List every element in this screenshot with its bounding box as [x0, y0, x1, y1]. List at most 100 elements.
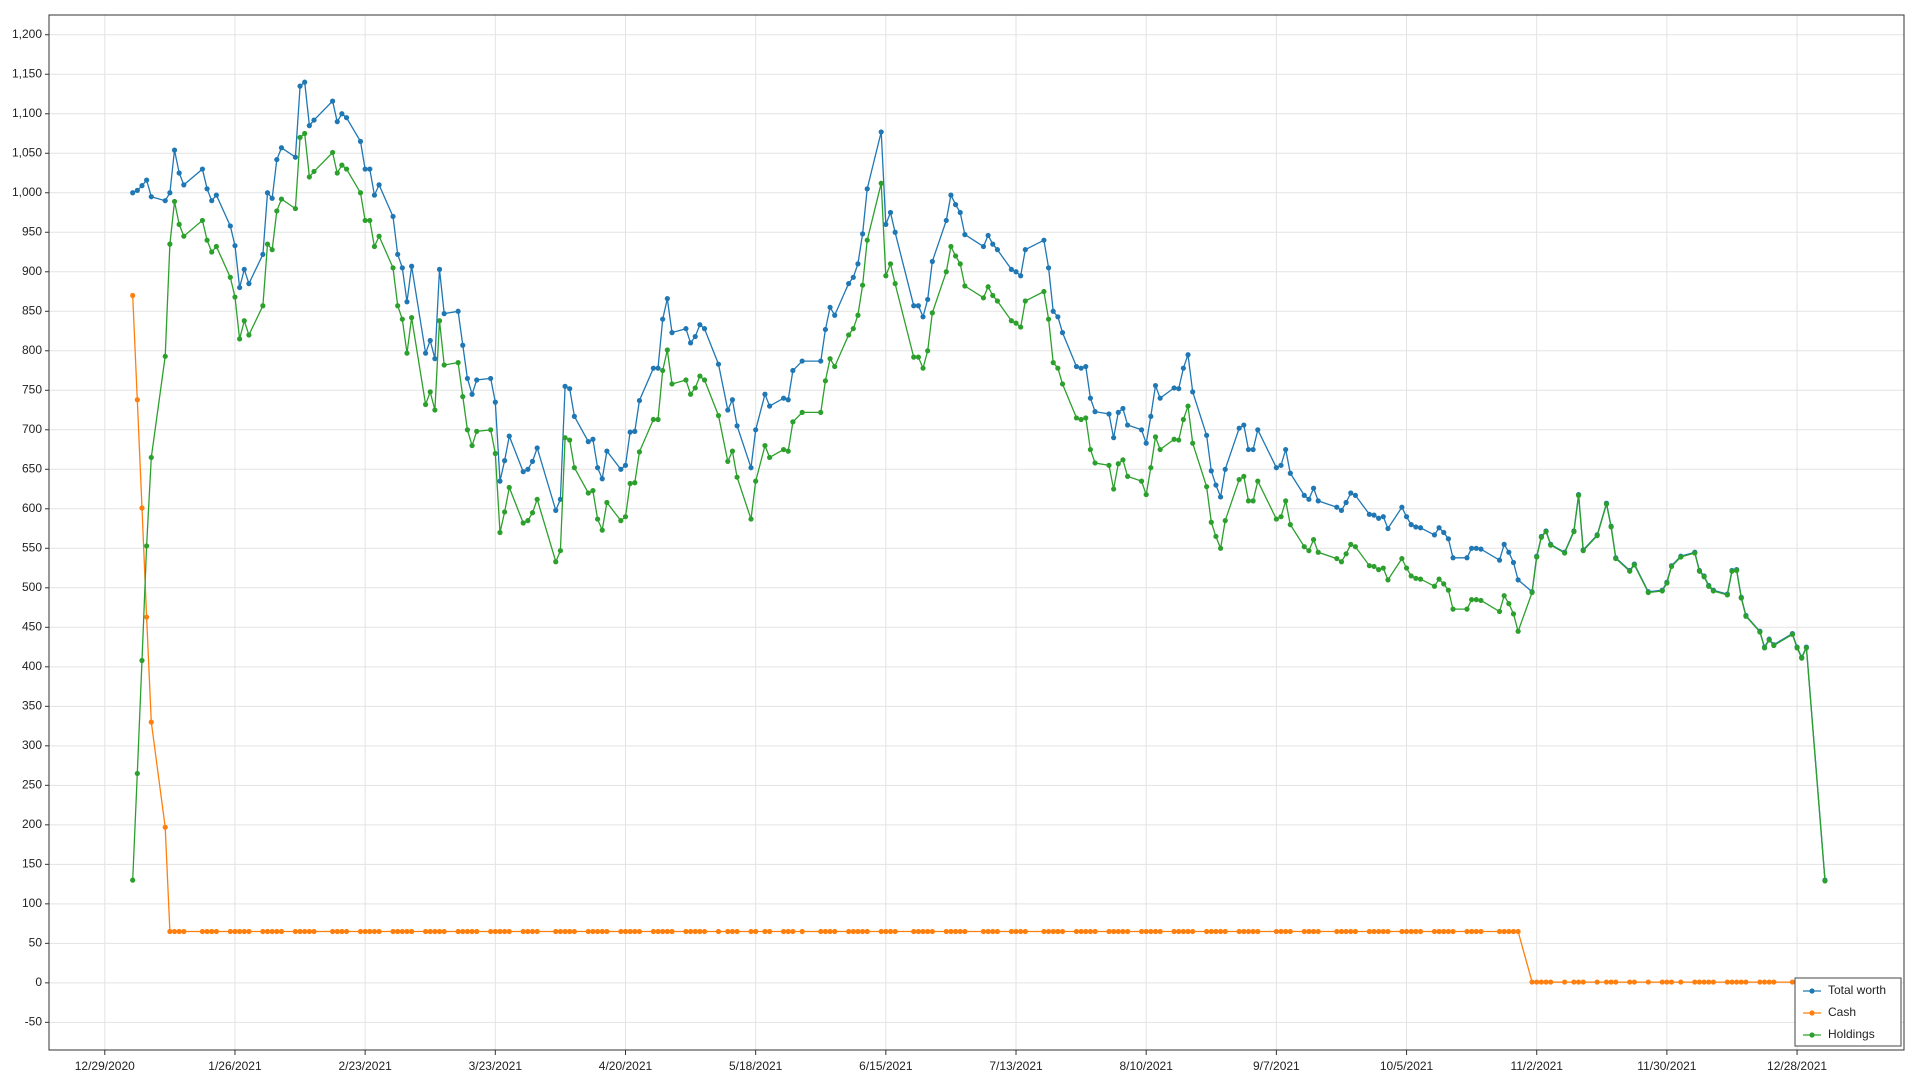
data-point	[1450, 555, 1456, 561]
data-point	[1436, 928, 1442, 935]
data-point	[1562, 979, 1568, 985]
data-point	[1738, 595, 1744, 601]
data-point	[227, 274, 233, 280]
data-point	[1608, 524, 1614, 530]
data-point	[622, 462, 629, 468]
data-point	[525, 518, 531, 524]
data-point	[1185, 403, 1191, 409]
data-point	[729, 397, 736, 403]
data-point	[232, 243, 238, 249]
data-point	[1152, 928, 1159, 935]
data-point	[1138, 478, 1145, 484]
y-tick-label: 1,050	[12, 145, 42, 159]
data-point	[1250, 446, 1256, 453]
data-point	[525, 466, 531, 472]
data-point	[846, 928, 852, 935]
data-point	[1059, 928, 1066, 935]
data-point	[1041, 237, 1047, 243]
data-point	[1306, 928, 1312, 935]
data-point	[1255, 928, 1261, 935]
data-point	[1757, 629, 1763, 635]
data-point	[753, 928, 759, 935]
data-point	[399, 928, 405, 935]
data-point	[1515, 928, 1521, 935]
data-point	[697, 322, 703, 328]
data-point	[687, 340, 694, 346]
data-point	[1506, 601, 1512, 607]
data-point	[460, 928, 466, 935]
data-point	[1348, 928, 1354, 935]
data-point	[1473, 597, 1479, 603]
data-point	[1092, 460, 1098, 466]
y-tick-label: 50	[29, 936, 43, 950]
data-point	[139, 183, 145, 189]
data-point	[1306, 496, 1312, 502]
data-point	[1171, 385, 1177, 391]
data-point	[1724, 979, 1730, 985]
data-point	[1111, 928, 1117, 935]
data-point	[376, 233, 382, 239]
data-point	[1087, 395, 1094, 401]
data-point	[799, 358, 805, 364]
data-point	[488, 928, 494, 935]
data-point	[878, 129, 884, 135]
data-point	[1018, 273, 1024, 279]
y-tick-label: 550	[22, 540, 42, 554]
data-point	[357, 928, 364, 935]
data-point	[1041, 288, 1047, 295]
data-point	[1250, 928, 1256, 935]
data-point	[441, 362, 447, 368]
data-point	[553, 507, 559, 513]
data-point	[343, 166, 350, 172]
data-point	[785, 928, 791, 935]
legend-marker	[1809, 1032, 1815, 1038]
y-tick-label: 700	[22, 422, 42, 436]
data-point	[139, 657, 145, 664]
data-point	[1106, 462, 1112, 468]
data-point	[725, 928, 731, 935]
data-point	[929, 258, 935, 265]
data-point	[1441, 581, 1447, 587]
data-point	[762, 391, 768, 397]
data-point	[474, 377, 480, 383]
data-point	[311, 928, 317, 935]
data-point	[1575, 492, 1582, 498]
data-point	[390, 213, 396, 220]
y-tick-label: 450	[22, 619, 42, 633]
data-point	[390, 928, 396, 935]
data-point	[990, 241, 996, 247]
x-tick-label: 8/10/2021	[1119, 1059, 1173, 1073]
data-point	[343, 115, 350, 121]
data-point	[1045, 316, 1052, 322]
data-point	[497, 928, 503, 935]
data-point	[502, 458, 508, 464]
y-tick-label: 800	[22, 343, 42, 357]
data-point	[1515, 577, 1521, 583]
data-point	[883, 928, 889, 935]
data-point	[306, 123, 312, 129]
data-point	[1152, 382, 1159, 389]
data-point	[962, 232, 968, 238]
data-point	[1366, 928, 1372, 935]
data-point	[1045, 928, 1052, 935]
data-point	[464, 375, 471, 382]
data-point	[571, 413, 577, 419]
data-point	[506, 433, 512, 439]
data-point	[1580, 979, 1586, 985]
data-point	[134, 397, 140, 403]
x-tick-label: 9/7/2021	[1253, 1059, 1300, 1073]
data-point	[269, 195, 275, 201]
data-point	[1022, 247, 1028, 253]
data-point	[962, 283, 968, 289]
data-point	[925, 928, 931, 935]
data-point	[241, 266, 247, 273]
data-point	[1278, 462, 1284, 468]
y-tick-label: 0	[35, 975, 42, 989]
data-point	[278, 145, 285, 151]
y-tick-label: 1,200	[12, 27, 42, 41]
data-point	[1171, 436, 1177, 442]
data-point	[1059, 330, 1066, 336]
data-point	[571, 465, 577, 471]
data-point	[1510, 928, 1517, 935]
data-point	[1013, 269, 1019, 275]
